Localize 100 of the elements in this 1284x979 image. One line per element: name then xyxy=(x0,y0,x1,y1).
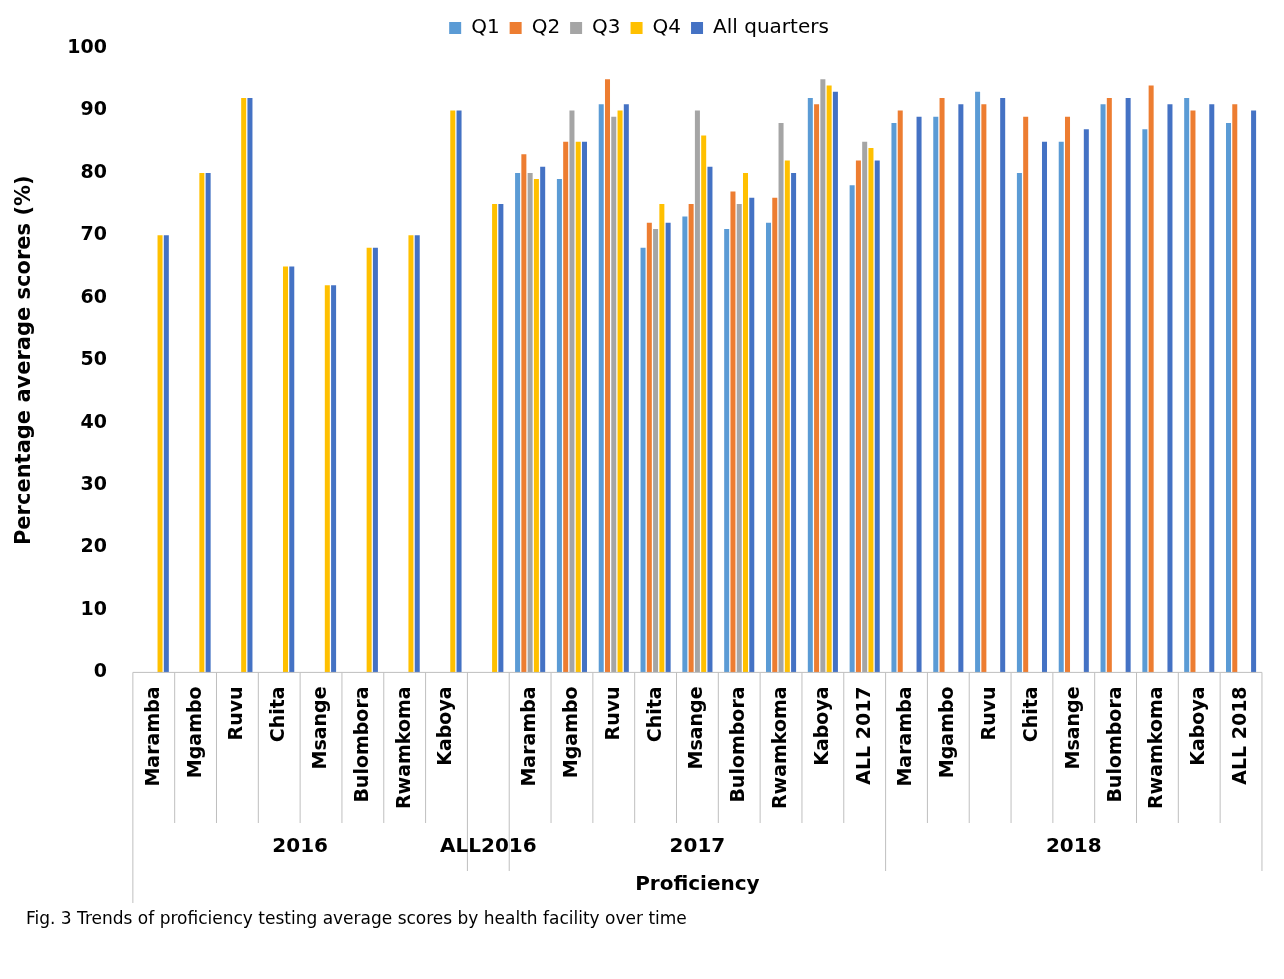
bar xyxy=(241,97,247,673)
bar xyxy=(492,204,498,673)
bar xyxy=(1000,97,1006,673)
bar xyxy=(372,247,378,673)
y-tick-label: 90 xyxy=(80,97,107,120)
bar xyxy=(826,85,832,673)
bar xyxy=(814,104,820,673)
bar xyxy=(1167,104,1173,673)
x-tick-label: Bulombora xyxy=(349,686,372,803)
bar xyxy=(199,172,205,673)
legend-label: Q4 xyxy=(652,14,682,39)
bar xyxy=(730,191,736,673)
y-tick-label: 20 xyxy=(80,534,107,557)
bar xyxy=(414,235,420,673)
bar xyxy=(1016,172,1022,673)
bar xyxy=(498,204,504,673)
bar xyxy=(897,110,903,673)
bar xyxy=(724,229,730,673)
bar xyxy=(563,141,569,673)
bar xyxy=(707,166,713,673)
x-tick-label: Ruvu xyxy=(600,686,623,741)
bar xyxy=(958,104,964,673)
bar xyxy=(604,79,611,673)
x-tick-label: Msange xyxy=(684,686,707,770)
x-tick-label: Ruvu xyxy=(224,686,247,741)
bar xyxy=(939,97,945,673)
x-tick-label: Maramba xyxy=(893,686,916,787)
bar xyxy=(611,116,617,673)
bar xyxy=(665,222,671,673)
bar xyxy=(640,247,646,673)
x-tick-label: Maramba xyxy=(517,686,540,787)
x-tick-label: Bulombora xyxy=(726,686,749,803)
bar xyxy=(975,91,981,673)
x-tick-label: ALL 2017 xyxy=(851,686,874,785)
bar xyxy=(742,172,749,673)
bar xyxy=(540,166,546,673)
bar xyxy=(736,204,742,673)
bar xyxy=(1184,97,1190,673)
bar xyxy=(807,97,813,673)
bar xyxy=(408,235,414,673)
x-tick-label: Chita xyxy=(1018,686,1041,743)
x-axis-title: Proficiency xyxy=(635,871,760,896)
bar xyxy=(282,266,289,673)
y-tick-label: 100 xyxy=(67,34,107,57)
bar xyxy=(617,110,623,673)
bar xyxy=(556,179,562,673)
y-axis-title: Percentage average scores (%) xyxy=(11,175,36,546)
bar xyxy=(749,197,755,673)
x-tick-label: Kaboya xyxy=(433,686,456,766)
bar xyxy=(521,154,527,673)
y-tick-label: 70 xyxy=(80,222,107,245)
bar xyxy=(1058,141,1064,673)
x-tick-label: Mgambo xyxy=(182,686,205,779)
bar xyxy=(575,141,581,673)
x-tick-label: Rwamkoma xyxy=(391,686,414,810)
x-tick-label: Bulombora xyxy=(1102,686,1125,803)
bar xyxy=(1023,116,1029,673)
bar xyxy=(366,247,372,673)
bar xyxy=(331,285,337,673)
x-tick-label: Mgambo xyxy=(935,686,958,779)
bar xyxy=(456,110,462,673)
bar xyxy=(205,172,211,673)
bar xyxy=(849,185,855,673)
bar xyxy=(694,110,700,673)
bar xyxy=(450,110,456,673)
y-tick-label: 30 xyxy=(80,472,107,495)
caption: Fig. 3 Trends of proficiency testing average scores by health facility over time xyxy=(26,908,688,928)
bar xyxy=(784,160,790,673)
bar xyxy=(933,116,939,673)
bar xyxy=(623,104,629,673)
x-tick-label: Msange xyxy=(1060,686,1083,770)
bar xyxy=(855,160,861,673)
bar xyxy=(1106,97,1112,673)
bar xyxy=(701,135,707,673)
bar xyxy=(646,222,652,673)
bar xyxy=(163,235,169,673)
bar xyxy=(289,266,295,673)
bar xyxy=(247,97,253,673)
x-tick-label: Kaboya xyxy=(1186,686,1209,766)
text: ALL2016 xyxy=(440,833,537,858)
bar xyxy=(598,104,604,673)
bar xyxy=(891,122,897,673)
bar xyxy=(1226,122,1232,673)
bar xyxy=(1209,104,1215,673)
bar xyxy=(1065,116,1071,673)
x-tick-label: ALL 2018 xyxy=(1227,686,1250,785)
legend-label: Q2 xyxy=(531,14,561,39)
x-tick-label: Chita xyxy=(642,686,665,743)
legend-label: All quarters xyxy=(713,14,829,39)
bar xyxy=(682,216,688,673)
bar xyxy=(1251,110,1257,673)
bar xyxy=(1232,104,1238,673)
bar xyxy=(569,110,575,673)
bar xyxy=(1125,97,1131,673)
bar xyxy=(688,204,694,673)
bar xyxy=(1190,110,1196,673)
x-tick-label: Rwamkoma xyxy=(1144,686,1167,810)
bar xyxy=(1083,129,1089,673)
bar xyxy=(324,285,330,673)
x-tick-label: Mgambo xyxy=(558,686,581,779)
